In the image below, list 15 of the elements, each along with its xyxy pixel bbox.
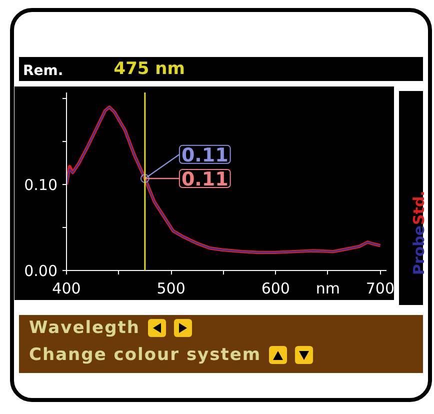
annotation: 0.11 [181, 168, 228, 190]
y-axis-title: Rem. [23, 62, 64, 81]
text: Std. [409, 190, 429, 226]
x-tick-label: nm [316, 280, 340, 298]
x-tick-label: 400 [52, 280, 81, 298]
annotation: 0.11 [181, 144, 228, 166]
x-tick-label: 700 [366, 280, 395, 298]
ref-line-label: 475 nm [114, 58, 186, 81]
y-tick-label: 0.00 [24, 262, 58, 280]
text: Change colour system [29, 344, 262, 367]
x-tick-label: 600 [261, 280, 290, 298]
text: Probe [409, 225, 429, 275]
text: Wavelegth [29, 317, 141, 340]
y-tick-label: 0.10 [24, 176, 58, 194]
x-tick-label: 500 [156, 280, 186, 298]
